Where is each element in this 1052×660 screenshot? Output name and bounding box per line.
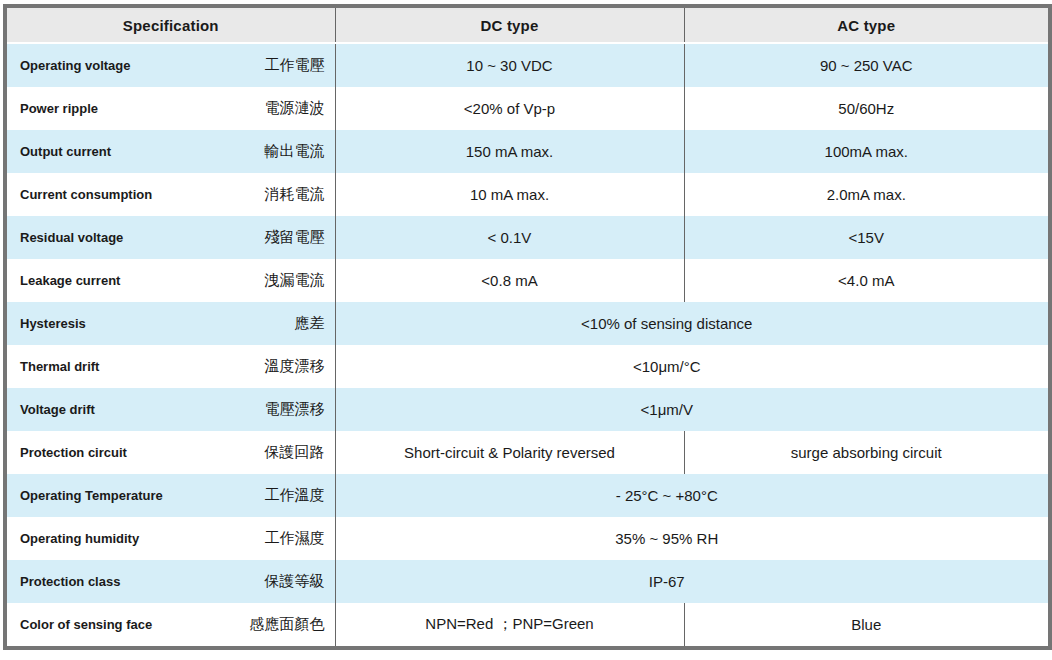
header-specification: Specification [5,6,335,43]
spec-cell: Residual voltage 殘留電壓 [7,216,335,259]
spec-label-en: Operating voltage [20,58,131,73]
merged-value: <10% of sensing distance [335,302,1050,345]
merged-value: <1μm/V [335,388,1050,431]
merged-value: <10μm/°C [335,345,1050,388]
spec-label-zh: 電壓漂移 [265,400,325,419]
spec-label-en: Operating Temperature [20,488,163,503]
spec-label-en: Protection circuit [20,445,127,460]
header-dc-type: DC type [335,6,684,43]
spec-label-zh: 殘留電壓 [265,228,325,247]
spec-label-zh: 消耗電流 [265,185,325,204]
spec-cell: Leakage current 洩漏電流 [7,259,335,302]
table-row-leakage-current: Leakage current 洩漏電流 <0.8 mA <4.0 mA [5,259,1050,302]
spec-cell: Output current 輸出電流 [7,130,335,173]
spec-label-zh: 工作濕度 [265,529,325,548]
table-row-thermal-drift: Thermal drift 溫度漂移 <10μm/°C [5,345,1050,388]
ac-value: 2.0mA max. [684,173,1050,216]
spec-label-en: Output current [20,144,111,159]
table-row-color-of-sensing-face: Color of sensing face 感應面顏色 NPN=Red ；PNP=… [5,603,1050,648]
spec-cell: Protection class 保護等級 [7,560,335,603]
header-row: Specification DC type AC type [5,6,1050,43]
ac-value: <15V [684,216,1050,259]
spec-label-zh: 保護回路 [265,443,325,462]
spec-cell: Color of sensing face 感應面顏色 [7,603,335,646]
spec-label-zh: 工作溫度 [265,486,325,505]
merged-value: - 25°C ~ +80°C [335,474,1050,517]
table-row-current-consumption: Current consumption 消耗電流 10 mA max. 2.0mA… [5,173,1050,216]
spec-label-en: Operating humidity [20,531,139,546]
ac-value: 50/60Hz [684,87,1050,130]
table-row-output-current: Output current 輸出電流 150 mA max. 100mA max… [5,130,1050,173]
spec-cell: Operating Temperature 工作溫度 [7,474,335,517]
spec-label-en: Thermal drift [20,359,99,374]
table-row-residual-voltage: Residual voltage 殘留電壓 < 0.1V <15V [5,216,1050,259]
dc-value: <0.8 mA [335,259,684,302]
spec-label-en: Voltage drift [20,402,95,417]
ac-value: 90 ~ 250 VAC [684,43,1050,87]
spec-label-en: Protection class [20,574,120,589]
dc-value: 10 mA max. [335,173,684,216]
dc-value: 150 mA max. [335,130,684,173]
spec-label-en: Color of sensing face [20,617,152,632]
spec-cell: Current consumption 消耗電流 [7,173,335,216]
specification-table: Specification DC type AC type Operating … [3,4,1052,650]
spec-label-zh: 洩漏電流 [265,271,325,290]
table-row-power-ripple: Power ripple 電源漣波 <20% of Vp-p 50/60Hz [5,87,1050,130]
spec-label-zh: 電源漣波 [265,99,325,118]
table-row-operating-temperature: Operating Temperature 工作溫度 - 25°C ~ +80°C [5,474,1050,517]
spec-cell: Power ripple 電源漣波 [7,87,335,130]
table-row-operating-voltage: Operating voltage 工作電壓 10 ~ 30 VDC 90 ~ 2… [5,43,1050,87]
spec-cell: Voltage drift 電壓漂移 [7,388,335,431]
spec-cell: Operating voltage 工作電壓 [7,44,335,87]
dc-value: < 0.1V [335,216,684,259]
ac-value: Blue [684,603,1050,648]
table-row-protection-class: Protection class 保護等級 IP-67 [5,560,1050,603]
spec-sheet-page: Specification DC type AC type Operating … [0,0,1052,660]
spec-cell: Protection circuit 保護回路 [7,431,335,474]
spec-cell: Hysteresis 應差 [7,302,335,345]
dc-value: NPN=Red ；PNP=Green [335,603,684,648]
spec-label-zh: 應差 [295,314,325,333]
table-row-hysteresis: Hysteresis 應差 <10% of sensing distance [5,302,1050,345]
spec-label-en: Power ripple [20,101,98,116]
dc-value: 10 ~ 30 VDC [335,43,684,87]
dc-value: <20% of Vp-p [335,87,684,130]
table-row-operating-humidity: Operating humidity 工作濕度 35% ~ 95% RH [5,517,1050,560]
spec-label-zh: 溫度漂移 [265,357,325,376]
spec-label-en: Hysteresis [20,316,86,331]
spec-label-zh: 輸出電流 [265,142,325,161]
spec-cell: Operating humidity 工作濕度 [7,517,335,560]
ac-value: 100mA max. [684,130,1050,173]
spec-cell: Thermal drift 溫度漂移 [7,345,335,388]
table-row-protection-circuit: Protection circuit 保護回路 Short-circuit & P… [5,431,1050,474]
spec-label-zh: 保護等級 [265,572,325,591]
dc-value: Short-circuit & Polarity reversed [335,431,684,474]
merged-value: IP-67 [335,560,1050,603]
spec-label-en: Leakage current [20,273,120,288]
spec-label-zh: 感應面顏色 [250,615,325,634]
table-row-voltage-drift: Voltage drift 電壓漂移 <1μm/V [5,388,1050,431]
spec-label-en: Current consumption [20,187,152,202]
ac-value: surge absorbing circuit [684,431,1050,474]
merged-value: 35% ~ 95% RH [335,517,1050,560]
header-ac-type: AC type [684,6,1050,43]
spec-label-en: Residual voltage [20,230,123,245]
ac-value: <4.0 mA [684,259,1050,302]
spec-label-zh: 工作電壓 [265,56,325,75]
